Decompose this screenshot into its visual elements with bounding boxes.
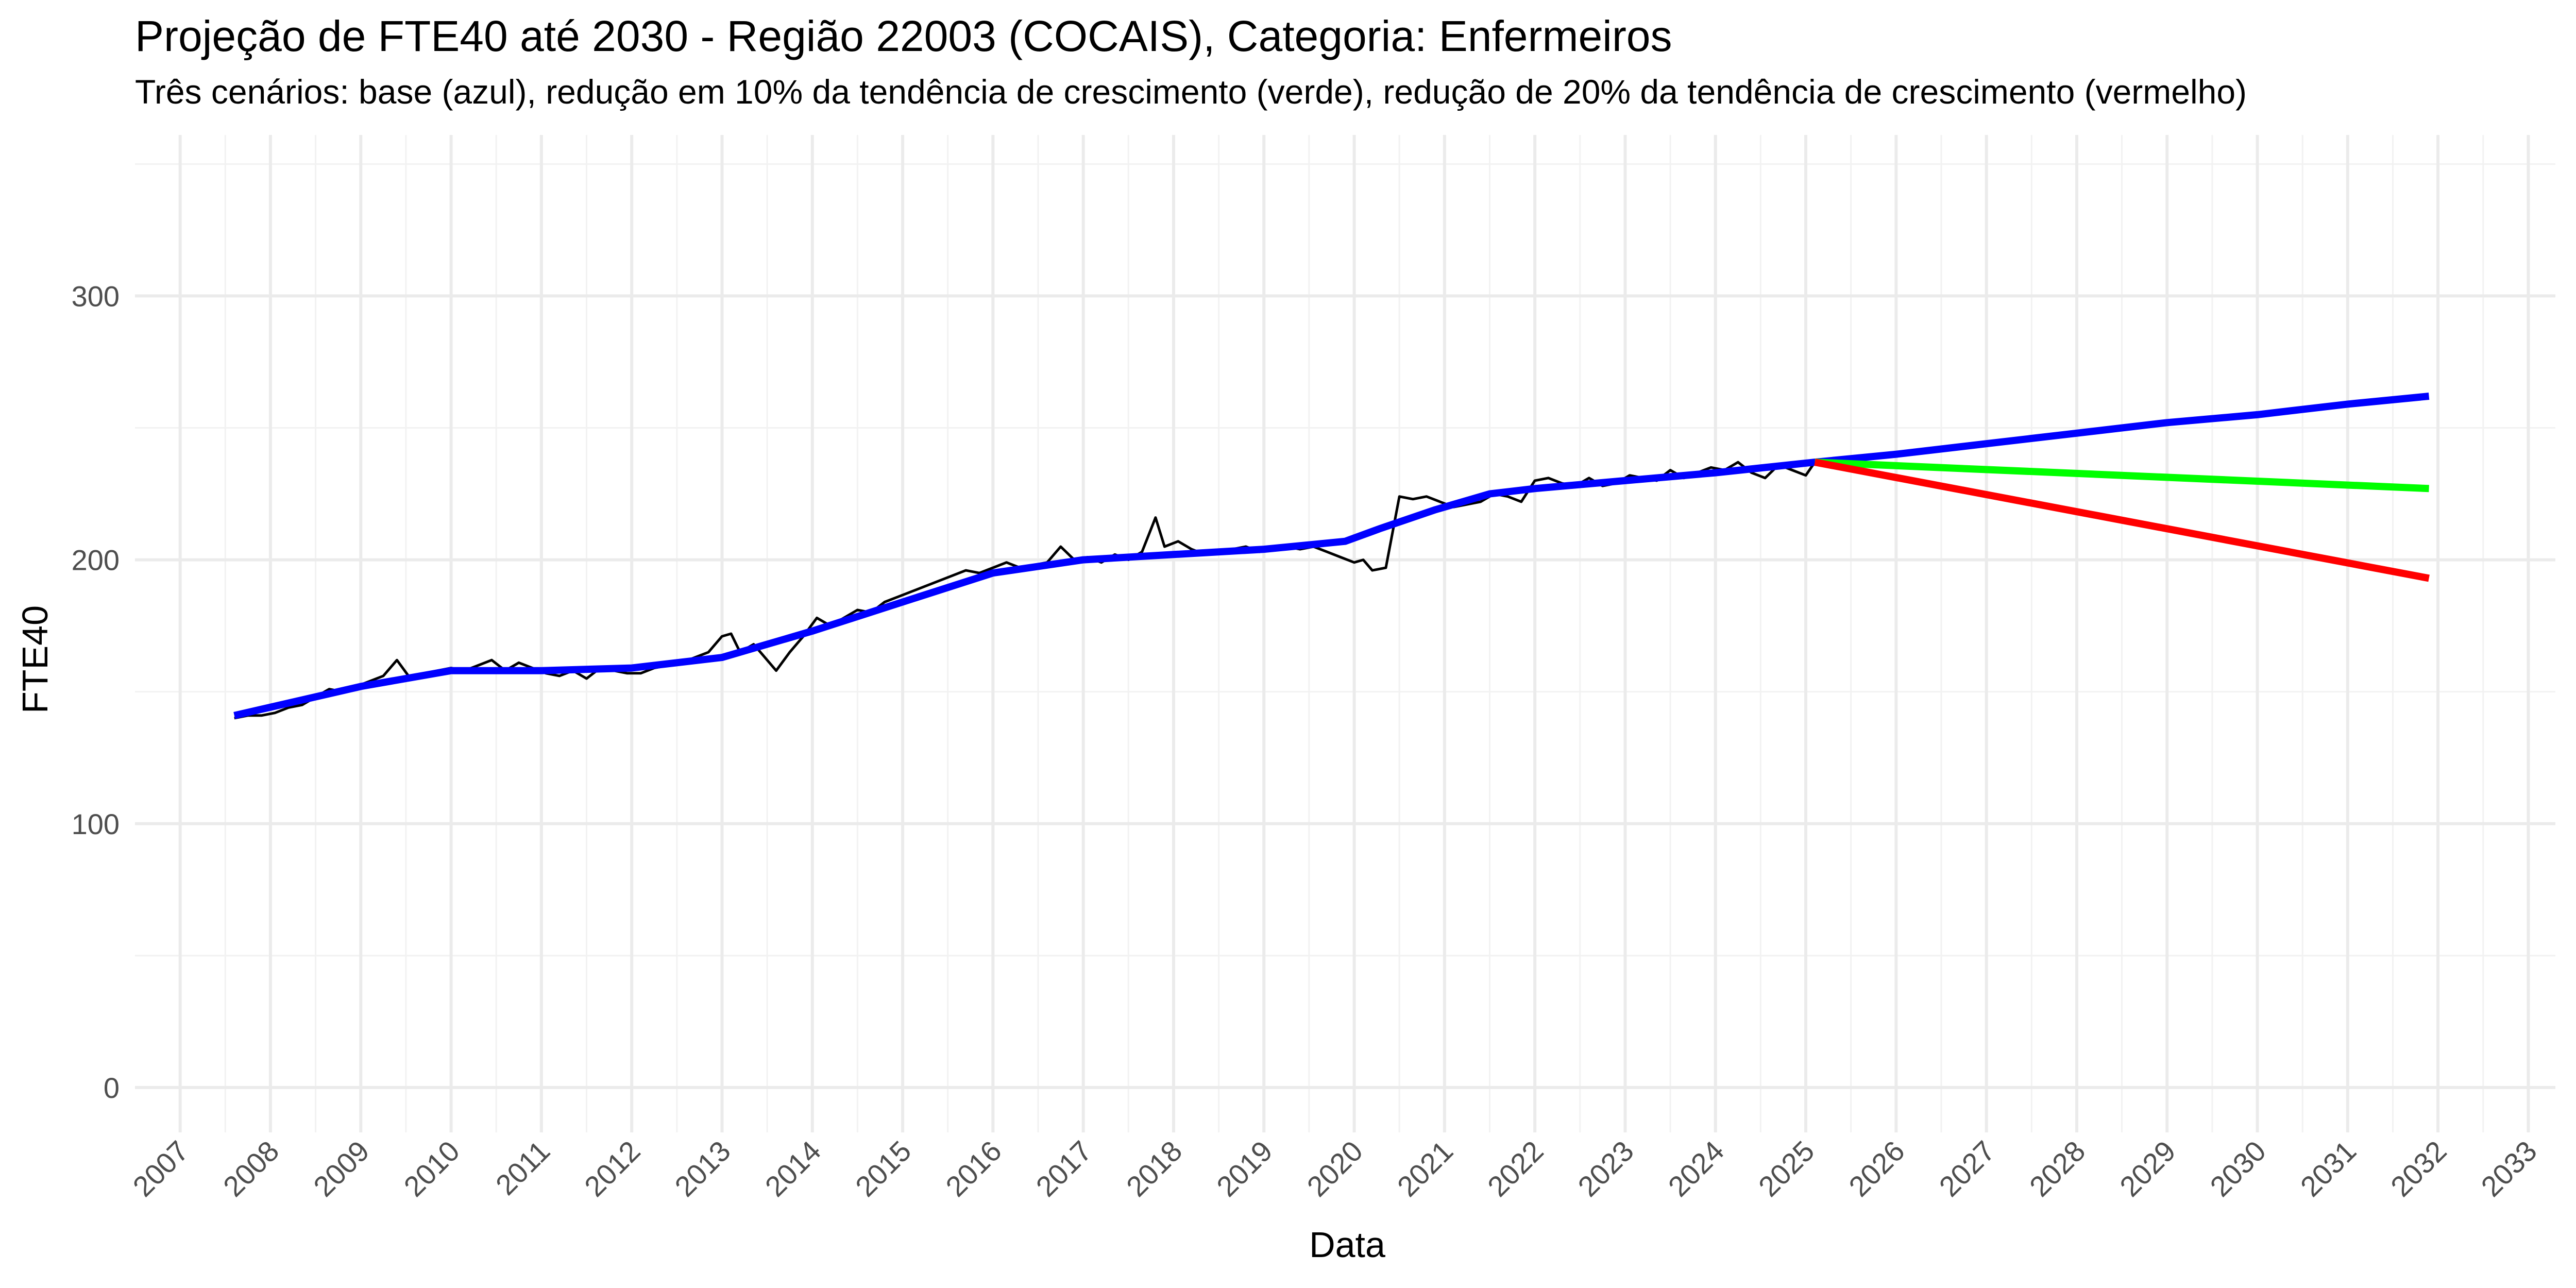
- y-tick-label: 0: [104, 1072, 120, 1104]
- x-tick-label: 2013: [668, 1134, 737, 1203]
- x-tick-label: 2033: [2475, 1134, 2543, 1203]
- x-tick-label: 2017: [1029, 1134, 1098, 1203]
- y-tick-labels: 0 100 200 300: [72, 280, 120, 1104]
- series-layer: [233, 393, 2430, 720]
- series-line-0: [234, 461, 1816, 720]
- x-tick-label: 2028: [2023, 1134, 2092, 1203]
- x-tick-label: 2010: [397, 1134, 466, 1203]
- series-line-2: [1815, 459, 2429, 493]
- chart-title: Projeção de FTE40 até 2030 - Região 2200…: [135, 12, 1672, 60]
- x-tick-label: 2011: [489, 1134, 556, 1201]
- x-tick-label: 2019: [1210, 1134, 1279, 1203]
- x-tick-label: 2024: [1662, 1134, 1731, 1203]
- minor-gridlines: [135, 135, 2555, 1132]
- x-tick-label: 2009: [307, 1134, 376, 1203]
- x-tick-label: 2022: [1481, 1134, 1550, 1203]
- x-tick-label: 2032: [2384, 1134, 2453, 1203]
- y-tick-label: 200: [72, 544, 120, 577]
- chart-subtitle: Três cenários: base (azul), redução em 1…: [135, 73, 2247, 111]
- x-tick-label: 2012: [578, 1134, 647, 1203]
- y-axis-label: FTE40: [15, 605, 55, 714]
- series-line-1: [233, 393, 2430, 719]
- x-tick-label: 2016: [939, 1134, 1008, 1203]
- x-tick-label: 2018: [1120, 1134, 1189, 1203]
- y-tick-label: 100: [72, 808, 120, 840]
- x-tick-label: 2007: [126, 1134, 195, 1203]
- x-tick-label: 2029: [2113, 1134, 2182, 1203]
- x-tick-label: 2031: [2294, 1134, 2363, 1203]
- major-gridlines: [135, 135, 2555, 1132]
- x-tick-label: 2023: [1571, 1134, 1640, 1203]
- x-tick-labels: 2007 2008 2009 2010 2011 2012 2013 2014 2015 2016…: [126, 1134, 2543, 1203]
- x-tick-label: 2020: [1300, 1134, 1369, 1203]
- x-tick-label: 2021: [1391, 1134, 1460, 1203]
- series-line-3: [1814, 459, 2430, 582]
- x-tick-label: 2015: [849, 1134, 918, 1203]
- x-tick-label: 2027: [1933, 1134, 2001, 1203]
- x-tick-label: 2014: [759, 1134, 827, 1203]
- y-tick-label: 300: [72, 280, 120, 312]
- x-tick-label: 2025: [1752, 1134, 1821, 1203]
- x-tick-label: 2030: [2204, 1134, 2272, 1203]
- x-axis-label: Data: [1309, 1225, 1385, 1265]
- x-tick-label: 2026: [1842, 1134, 1911, 1203]
- x-tick-label: 2008: [217, 1134, 285, 1203]
